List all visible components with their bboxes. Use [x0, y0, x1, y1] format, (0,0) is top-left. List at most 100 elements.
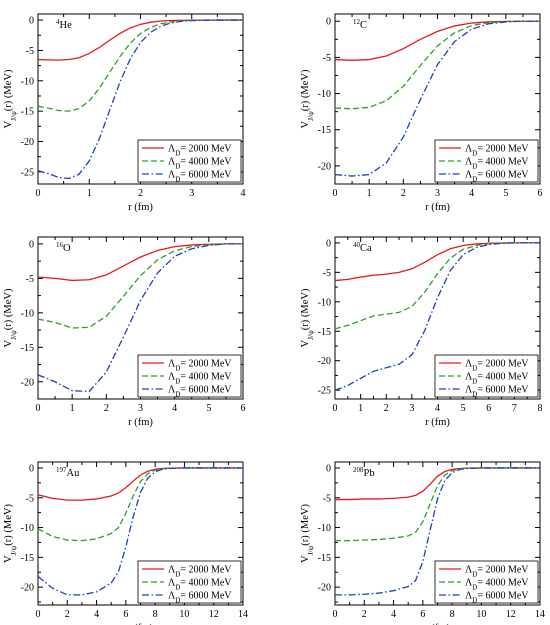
- x-tick-label: 10: [476, 609, 486, 620]
- x-tick-label: 2: [384, 403, 389, 414]
- y-tick-label: -5: [323, 493, 331, 504]
- x-tick-label: 1: [358, 403, 363, 414]
- legend-label: ΛD= 4000 MeV: [465, 157, 529, 171]
- legend-label: ΛD= 4000 MeV: [465, 578, 529, 592]
- y-tick-label: -25: [21, 167, 34, 178]
- y-tick-label: -15: [318, 125, 331, 136]
- y-tick-label: -15: [318, 327, 331, 338]
- x-tick-label: 1: [367, 188, 372, 199]
- x-tick-label: 0: [36, 609, 41, 620]
- x-tick-label: 4: [94, 609, 99, 620]
- x-tick-label: 2: [138, 188, 143, 199]
- y-tick-label: -10: [318, 523, 331, 534]
- x-tick-label: 0: [36, 403, 41, 414]
- x-tick-label: 3: [409, 403, 414, 414]
- y-tick-label: -10: [318, 297, 331, 308]
- panel-c: 0 1 2 3 4 5 6 0 -5 -10 -15 -20 r (fm) VJ/ψ(r) (MeV) 12…: [300, 13, 543, 213]
- x-axis-label: r (fm): [425, 623, 450, 625]
- nucleus-label: 197Au: [56, 466, 80, 479]
- series-line-1: [335, 467, 540, 501]
- legend-label: ΛD= 6000 MeV: [168, 170, 232, 184]
- nucleus-label: 12C: [353, 18, 367, 31]
- x-tick-label: 6: [538, 188, 543, 199]
- y-tick-label: 0: [29, 463, 34, 474]
- legend-label: ΛD= 6000 MeV: [465, 385, 529, 399]
- series-line-3: [38, 467, 243, 596]
- x-tick-label: 12: [506, 609, 516, 620]
- series-line-2: [38, 19, 243, 112]
- panel-he: 0 1 2 3 4 0 -5 -10 -15 -20 -25 r (fm) VJ/ψ(r) (MeV) 4…: [3, 13, 246, 213]
- x-tick-label: 2: [401, 188, 406, 199]
- y-tick-label: -10: [21, 308, 34, 319]
- legend-label: ΛD= 6000 MeV: [465, 170, 529, 184]
- x-tick-label: 3: [138, 403, 143, 414]
- x-axis-label: r (fm): [128, 623, 153, 625]
- y-axis-label: VJ/ψ(r) (MeV): [3, 504, 18, 563]
- series-line-3: [335, 242, 540, 391]
- y-tick-label: -5: [323, 268, 331, 279]
- nucleus-label: 208Pb: [353, 466, 375, 479]
- nucleus-label: 40Ca: [353, 241, 372, 254]
- y-tick-label: -10: [21, 76, 34, 87]
- y-tick-label: -5: [26, 46, 34, 57]
- series-line-3: [38, 19, 243, 180]
- y-tick-label: -5: [323, 53, 331, 64]
- x-tick-label: 2: [104, 403, 109, 414]
- x-tick-label: 4: [391, 609, 396, 620]
- y-tick-label: -10: [318, 89, 331, 100]
- legend-label: ΛD= 2000 MeV: [168, 144, 232, 158]
- legend-label: ΛD= 2000 MeV: [168, 565, 232, 579]
- x-tick-label: 8: [153, 609, 158, 620]
- y-axis-label: VJ/ψ(r) (MeV): [300, 504, 315, 563]
- series-line-3: [335, 20, 540, 177]
- y-tick-label: 0: [29, 239, 34, 250]
- y-tick-label: 0: [326, 17, 331, 28]
- y-tick-label: -20: [21, 377, 34, 388]
- y-tick-label: 0: [326, 463, 331, 474]
- y-tick-label: -15: [318, 553, 331, 564]
- legend-label: ΛD= 2000 MeV: [465, 144, 529, 158]
- y-tick-label: -10: [21, 523, 34, 534]
- y-axis-label: VJ/ψ(r) (MeV): [300, 69, 315, 128]
- x-tick-label: 2: [65, 609, 70, 620]
- y-tick-label: -20: [318, 161, 331, 172]
- x-tick-label: 3: [435, 188, 440, 199]
- x-tick-label: 10: [179, 609, 189, 620]
- x-axis-label: r (fm): [128, 417, 153, 428]
- x-tick-label: 6: [420, 609, 425, 620]
- nucleus-label: 4He: [56, 18, 72, 31]
- x-axis-label: r (fm): [425, 202, 450, 213]
- panel-o: 0 1 2 3 4 5 6 0 -5 -10 -15 -20 r (fm) VJ/ψ(r) (MeV) 16…: [3, 236, 246, 428]
- x-tick-label: 5: [503, 188, 508, 199]
- x-tick-label: 0: [333, 188, 338, 199]
- x-tick-label: 4: [172, 403, 177, 414]
- x-tick-label: 2: [362, 609, 367, 620]
- legend-label: ΛD= 4000 MeV: [168, 578, 232, 592]
- x-tick-label: 6: [486, 403, 491, 414]
- x-tick-label: 14: [535, 609, 545, 620]
- y-tick-label: -20: [21, 137, 34, 148]
- x-axis-label: r (fm): [128, 202, 153, 213]
- x-tick-label: 12: [209, 609, 219, 620]
- x-tick-label: 5: [206, 403, 211, 414]
- y-axis-label: VJ/ψ(r) (MeV): [300, 288, 315, 347]
- series-line-2: [335, 242, 540, 330]
- y-tick-label: -15: [21, 553, 34, 564]
- y-tick-label: -20: [318, 356, 331, 367]
- y-axis-label: VJ/ψ(r) (MeV): [3, 69, 18, 128]
- series-line-2: [38, 467, 243, 542]
- x-tick-label: 4: [241, 188, 246, 199]
- legend-label: ΛD= 2000 MeV: [168, 359, 232, 373]
- x-tick-label: 6: [123, 609, 128, 620]
- y-tick-label: -20: [318, 583, 331, 594]
- x-tick-label: 14: [238, 609, 248, 620]
- x-tick-label: 4: [469, 188, 474, 199]
- x-tick-label: 1: [70, 403, 75, 414]
- y-tick-label: -15: [21, 107, 34, 118]
- y-tick-label: 0: [326, 238, 331, 249]
